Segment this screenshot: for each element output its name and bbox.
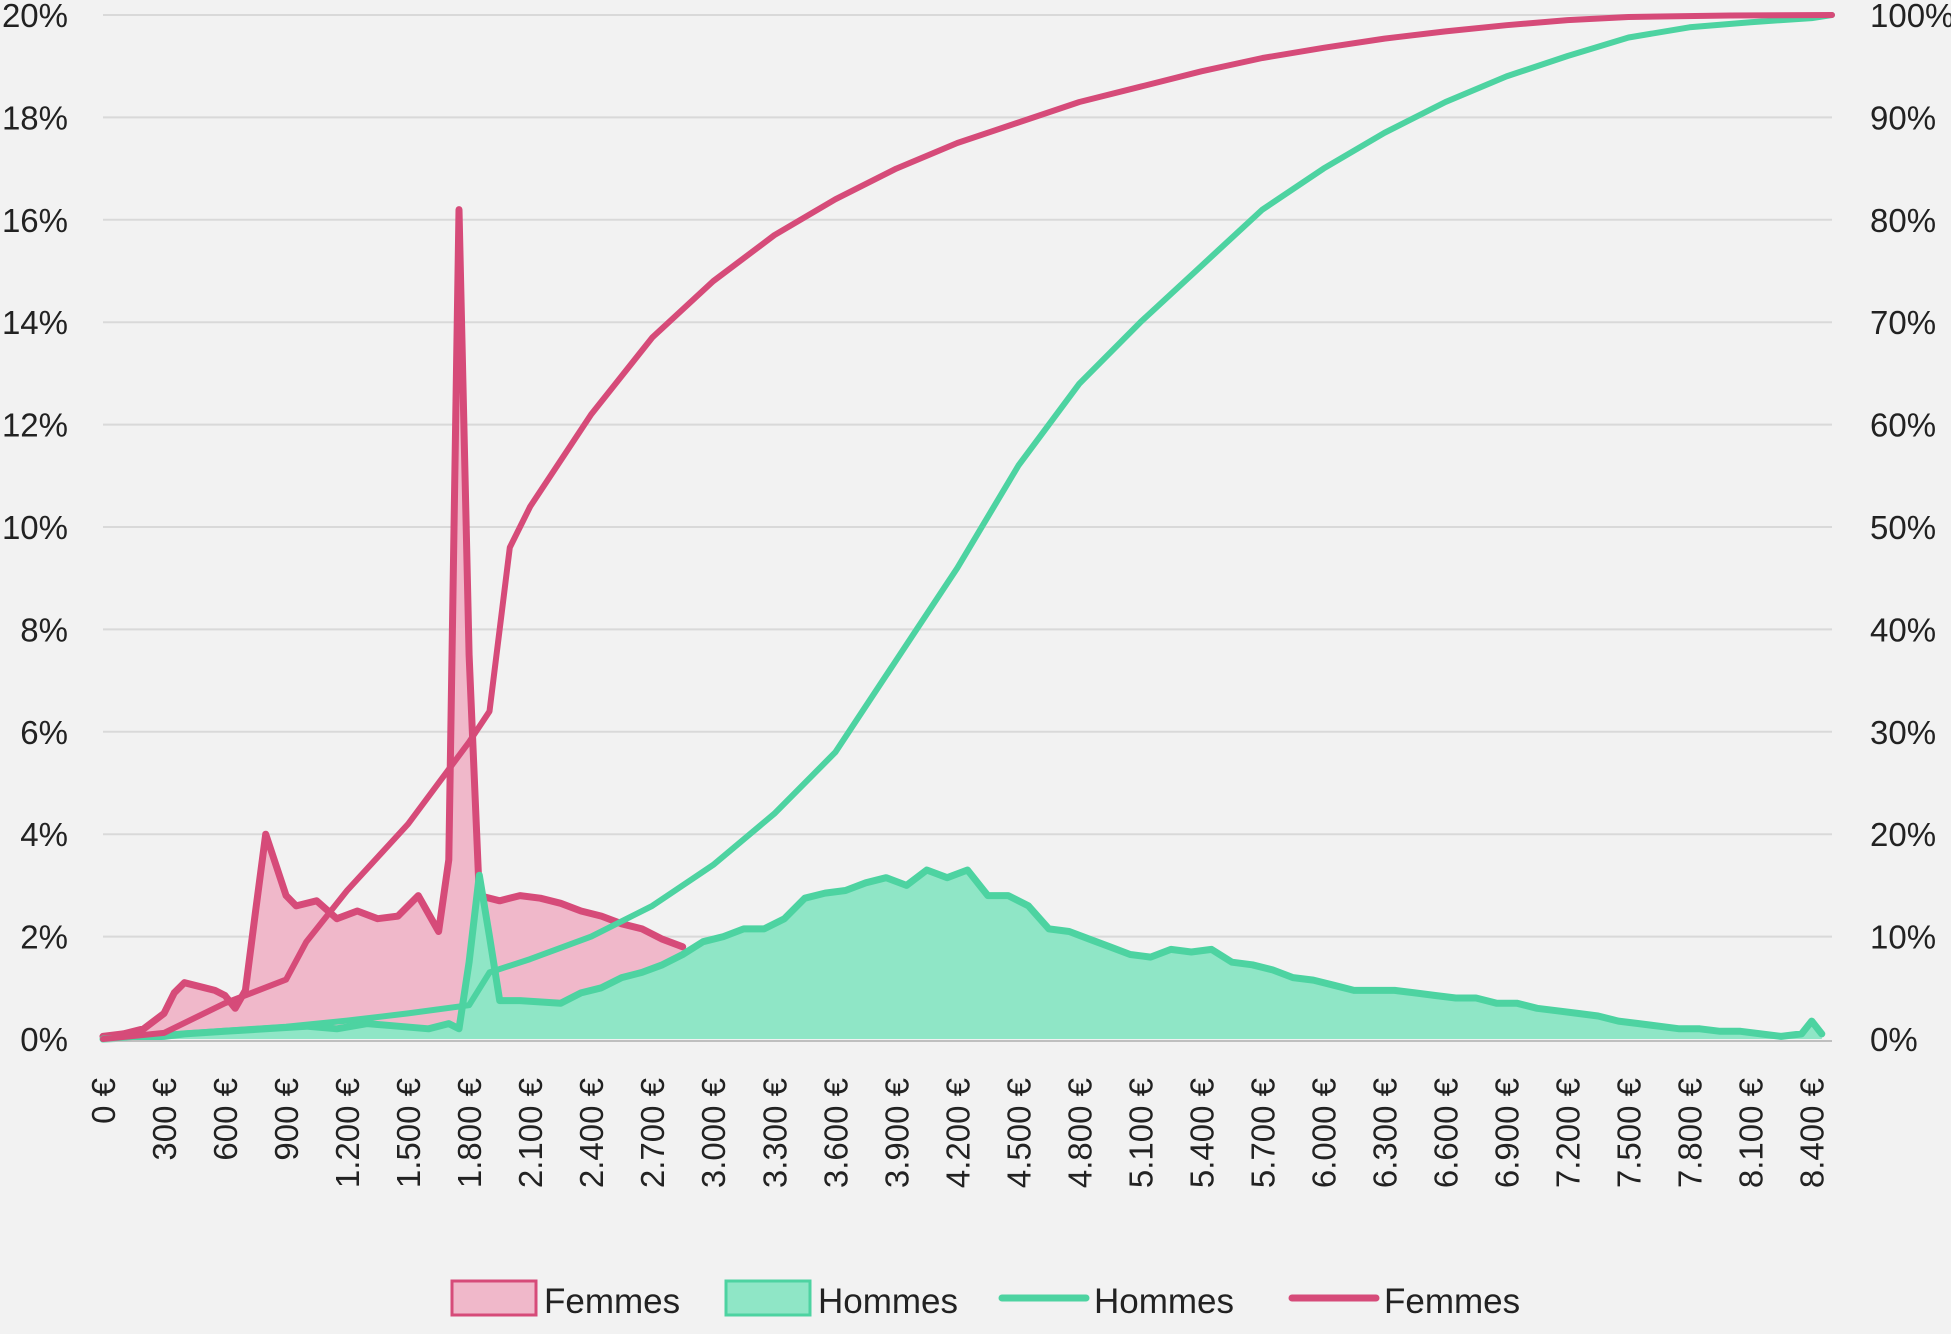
area-outline-hommes (99, 866, 1826, 1043)
y-left-tick-label: 14% (2, 304, 68, 341)
y-right-tick-label: 50% (1870, 509, 1936, 546)
x-tick-label: 4.200 € (939, 1078, 976, 1188)
x-tick-label: 6.900 € (1489, 1078, 1526, 1188)
x-tick-label: 7.800 € (1672, 1078, 1709, 1188)
cumulative-line-femmes (100, 12, 1835, 1042)
cumulative-line-series (100, 12, 1835, 1042)
legend-item-hommes-area: Hommes (724, 1279, 958, 1321)
y-left-tick-label: 18% (2, 99, 68, 136)
x-tick-label: 3.900 € (878, 1078, 915, 1188)
y-right-tick-label: 30% (1870, 714, 1936, 751)
y-left-tick-label: 4% (20, 816, 68, 853)
y-right-tick-label: 100% (1870, 0, 1951, 34)
y-right-tick-label: 80% (1870, 202, 1936, 239)
y-right-tick-label: 90% (1870, 99, 1936, 136)
x-tick-label: 7.500 € (1611, 1078, 1648, 1188)
y-right-tick-label: 10% (1870, 919, 1936, 956)
area-outline-femmes (99, 206, 687, 1040)
legend-swatch-hommes-area (724, 1279, 812, 1317)
area-femmes (103, 209, 683, 1040)
y-right-tick-label: 70% (1870, 304, 1936, 341)
x-tick-label: 1.200 € (329, 1078, 366, 1188)
y-left-tick-label: 8% (20, 611, 68, 648)
legend-label: Hommes (818, 1282, 958, 1321)
x-tick-label: 2.700 € (634, 1078, 671, 1188)
x-tick-label: 2.400 € (573, 1078, 610, 1188)
left-y-axis: 0% 2% 4% 6% 8% 10% 12% 14% 16% 18% 20% (2, 0, 68, 1058)
y-left-tick-label: 12% (2, 407, 68, 444)
area-hommes (103, 870, 1822, 1039)
x-tick-label: 1.500 € (390, 1078, 427, 1188)
y-left-tick-label: 6% (20, 714, 68, 751)
x-tick-label: 6.000 € (1306, 1078, 1343, 1188)
y-right-tick-label: 40% (1870, 611, 1936, 648)
x-tick-label: 3.000 € (695, 1078, 732, 1188)
x-tick-label: 5.400 € (1183, 1078, 1220, 1188)
x-tick-label: 300 € (146, 1078, 183, 1161)
x-tick-label: 600 € (207, 1078, 244, 1161)
area-series (99, 206, 1826, 1043)
y-right-tick-label: 0% (1870, 1021, 1918, 1058)
x-tick-label: 900 € (268, 1078, 305, 1161)
right-y-axis: 0% 10% 20% 30% 40% 50% 60% 70% 80% 90% 100% (1870, 0, 1951, 1058)
x-tick-label: 6.600 € (1428, 1078, 1465, 1188)
x-tick-label: 2.100 € (512, 1078, 549, 1188)
legend-label: Femmes (1384, 1282, 1520, 1321)
x-tick-label: 0 € (85, 1078, 122, 1124)
legend-swatch-femmes-area (450, 1279, 538, 1317)
x-tick-label: 7.200 € (1550, 1078, 1587, 1188)
y-right-tick-label: 20% (1870, 816, 1936, 853)
y-left-tick-label: 2% (20, 919, 68, 956)
legend-item-femmes-area: Femmes (450, 1279, 680, 1321)
x-tick-label: 3.600 € (817, 1078, 854, 1188)
x-tick-label: 8.100 € (1733, 1078, 1770, 1188)
legend-item-femmes-line: Femmes (1288, 1282, 1520, 1321)
x-axis: 0 € 300 € 600 € 900 € 1.200 € 1.500 € 1.800 € 2… (85, 1078, 1831, 1188)
x-tick-label: 5.100 € (1122, 1078, 1159, 1188)
legend-label: Hommes (1094, 1282, 1234, 1321)
gridlines (103, 14, 1832, 938)
x-tick-label: 3.300 € (756, 1078, 793, 1188)
y-left-tick-label: 20% (2, 0, 68, 34)
x-tick-label: 8.400 € (1794, 1078, 1831, 1188)
cumulative-line-hommes (100, 12, 1835, 1042)
y-left-tick-label: 10% (2, 509, 68, 546)
y-left-tick-label: 16% (2, 202, 68, 239)
legend-item-hommes-line: Hommes (998, 1282, 1234, 1321)
x-tick-label: 5.700 € (1244, 1078, 1281, 1188)
y-right-tick-label: 60% (1870, 407, 1936, 444)
legend-label: Femmes (544, 1282, 680, 1321)
x-tick-label: 6.300 € (1367, 1078, 1404, 1188)
x-tick-label: 4.500 € (1000, 1078, 1037, 1188)
legend: Femmes Hommes Hommes Femmes (450, 1279, 1520, 1321)
x-tick-label: 4.800 € (1061, 1078, 1098, 1188)
y-left-tick-label: 0% (20, 1021, 68, 1058)
x-tick-label: 1.800 € (451, 1078, 488, 1188)
